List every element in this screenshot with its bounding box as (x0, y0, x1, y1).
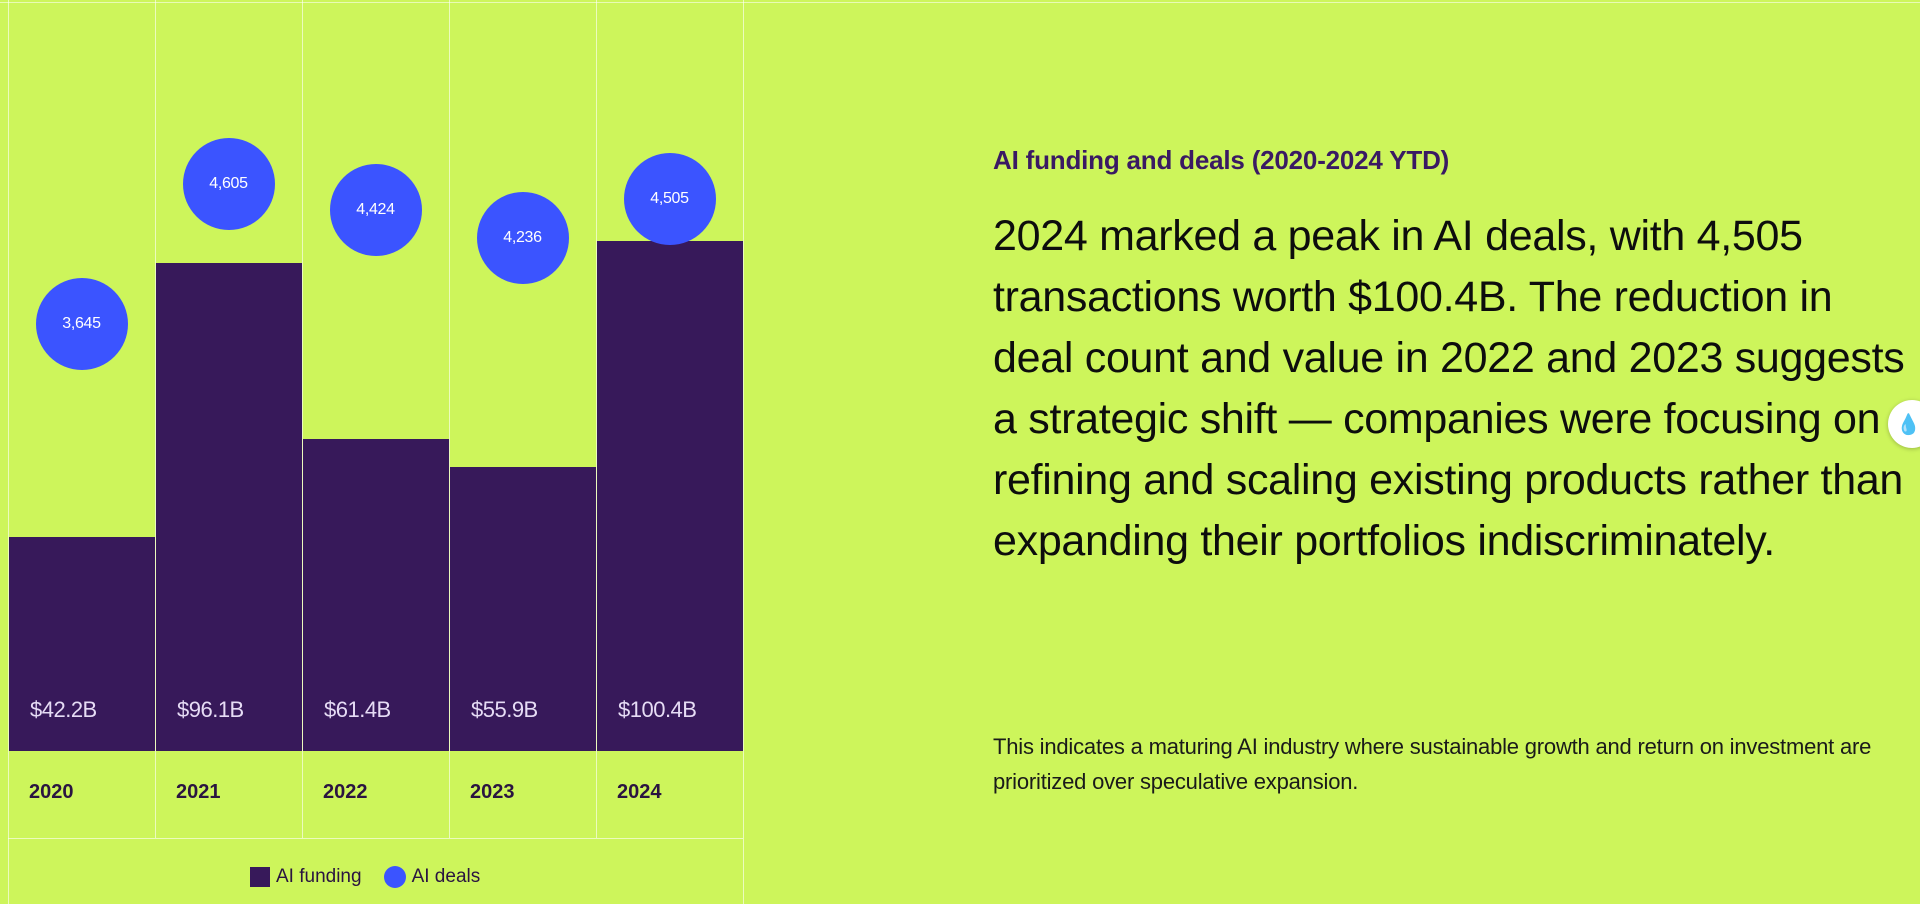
deals-bubble-2021: 4,605 (182, 138, 275, 230)
deals-bubble-2020: 3,645 (35, 277, 128, 370)
funding-bar-2021: $96.1B (156, 262, 302, 751)
grid-vline (596, 0, 597, 838)
funding-bar-2020: $42.2B (9, 536, 155, 751)
legend-deals-label: AI deals (411, 866, 481, 887)
deals-bubble-2023: 4,236 (476, 191, 569, 284)
headline-paragraph: 2024 marked a peak in AI deals, with 4,5… (993, 212, 1905, 565)
funding-value-label: $55.9B (471, 696, 538, 722)
year-label-2020: 2020 (29, 781, 74, 803)
top-divider (0, 2, 1920, 3)
year-label-2022: 2022 (323, 781, 368, 803)
legend-funding-swatch (250, 867, 270, 887)
year-label-2023: 2023 (470, 781, 515, 803)
funding-bar-2024: $100.4B (597, 240, 743, 751)
grid-vline (743, 0, 744, 904)
legend-funding-label: AI funding (276, 866, 362, 887)
deals-bubble-2024: 4,505 (623, 152, 716, 245)
year-label-2024: 2024 (617, 781, 662, 803)
text-panel: AI funding and deals (2020-2024 YTD) 202… (993, 145, 1913, 572)
side-widget-button[interactable]: 💧 (1888, 400, 1920, 448)
funding-value-label: $42.2B (30, 696, 97, 722)
grid-vline (8, 0, 9, 904)
grid-vline (302, 0, 303, 838)
note-paragraph: This indicates a maturing AI industry wh… (993, 734, 1872, 794)
year-label-2021: 2021 (176, 781, 221, 803)
legend-deals-swatch (383, 866, 406, 888)
chart-legend: AI funding AI deals (250, 866, 480, 888)
funding-bar-2023: $55.9B (450, 467, 596, 751)
grid-vline (449, 0, 450, 838)
grid-hline (8, 838, 743, 839)
funding-deals-chart: $42.2B $96.1B $61.4B $55.9B $100.4B 3,645 4,6… (0, 0, 745, 904)
section-subtitle: AI funding and deals (2020-2024 YTD) (993, 145, 1450, 175)
deals-bubble-2022: 4,424 (329, 164, 422, 257)
funding-value-label: $96.1B (177, 696, 244, 722)
funding-bar-2022: $61.4B (303, 439, 449, 751)
funding-value-label: $100.4B (618, 696, 697, 722)
funding-value-label: $61.4B (324, 696, 391, 722)
droplet-icon: 💧 (1896, 413, 1920, 436)
grid-vline (155, 0, 156, 838)
